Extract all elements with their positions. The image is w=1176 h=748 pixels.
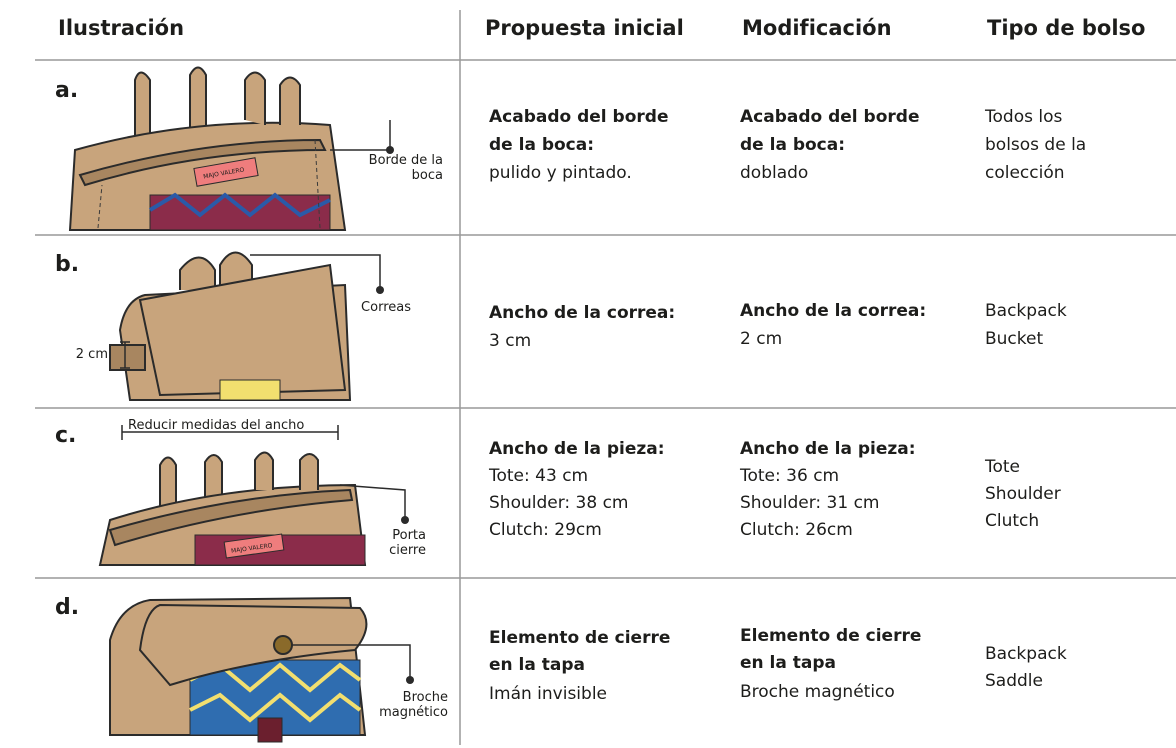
illustration-shape	[257, 717, 283, 743]
illustration-shape	[108, 488, 354, 547]
illustration-shape	[330, 120, 391, 151]
illustration-shape	[148, 192, 331, 218]
cell-text: 3 cm	[489, 331, 532, 351]
illustration-shape	[292, 644, 411, 680]
cell-text: Shoulder: 31 cm	[740, 493, 880, 513]
illustration-shape	[78, 138, 327, 187]
cell-text: Tote: 36 cm	[740, 466, 840, 486]
cell-text: Tote: 43 cm	[489, 466, 589, 486]
label-line: Broche	[402, 690, 448, 705]
cell-title: Acabado del borde	[740, 107, 920, 127]
illustration-shape	[193, 157, 259, 187]
type-text: Shoulder	[985, 484, 1061, 504]
header: Tipo de bolso	[987, 16, 1146, 40]
cell-text: Imán invisible	[489, 684, 608, 704]
type-text: Backpack	[985, 301, 1067, 321]
type-text: Backpack	[985, 644, 1067, 664]
type-text: bolsos de la	[985, 135, 1087, 155]
cell-title: Acabado del borde	[489, 107, 669, 127]
illustration-shape	[339, 484, 406, 520]
label-line: Porta	[392, 528, 426, 543]
illustration-shape	[376, 286, 384, 294]
header: Ilustración	[58, 16, 185, 40]
label-line: boca	[411, 168, 443, 183]
cell-text: Clutch: 26cm	[740, 520, 853, 540]
label-line: cierre	[389, 543, 426, 558]
type-text: Tote	[985, 457, 1021, 477]
cell-title: Ancho de la correa:	[740, 301, 927, 321]
type-text: Bucket	[985, 329, 1044, 349]
cell-text: Shoulder: 38 cm	[489, 493, 629, 513]
header: Modificación	[742, 16, 892, 40]
illustration-shape	[250, 254, 381, 290]
cell-title: Elemento de cierre	[740, 626, 922, 646]
illustration-shape	[121, 425, 339, 440]
illustration-shape	[97, 139, 321, 229]
cell-text: pulido y pintado.	[489, 163, 632, 183]
illustration-shape	[273, 635, 293, 655]
illustration-shape	[179, 251, 253, 290]
cell-text: 2 cm	[740, 329, 783, 349]
label-line: Borde de la	[368, 153, 443, 168]
row-letter: b.	[55, 252, 80, 277]
type-text: Todos los	[985, 107, 1063, 127]
illustration-shape	[120, 341, 130, 369]
cell-title: Ancho de la pieza:	[740, 439, 916, 459]
cell-title: de la boca:	[740, 135, 846, 155]
type-text: Clutch	[985, 511, 1040, 531]
cell-text: Broche magnético	[740, 682, 895, 702]
type-text: Saddle	[985, 671, 1043, 691]
illustration-shape	[138, 603, 368, 687]
cell-title: Ancho de la pieza:	[489, 439, 665, 459]
cell-text: doblado	[740, 163, 809, 183]
cell-text: Clutch: 29cm	[489, 520, 602, 540]
illustration-label: Borde de la boca	[369, 153, 443, 183]
cell-title: en la tapa	[740, 653, 837, 673]
cell-title: Ancho de la correa:	[489, 303, 676, 323]
illustration-shape	[109, 344, 146, 371]
illustration-shape	[138, 263, 347, 397]
cell-title: Elemento de cierre	[489, 628, 671, 648]
label-line: magnético	[379, 705, 448, 720]
illustration-label: Reducir medidas del ancho	[128, 418, 305, 433]
illustration-shape	[401, 516, 409, 524]
cell-title: de la boca:	[489, 135, 595, 155]
type-text: colección	[985, 163, 1065, 183]
row-letter: a.	[55, 78, 79, 103]
cell-title: en la tapa	[489, 655, 586, 675]
illustration-shape	[254, 451, 319, 490]
illustration-label: Broche magnético	[379, 690, 448, 720]
illustration-shape	[219, 379, 281, 401]
illustration-shape	[406, 676, 414, 684]
illustration-label: Correas	[361, 300, 411, 315]
header: Propuesta inicial	[485, 16, 684, 40]
illustration-shape	[223, 533, 285, 559]
illustration-label: 2 cm	[75, 347, 108, 362]
row-letter: c.	[55, 423, 77, 448]
illustration-shape	[244, 71, 301, 125]
row-letter: d.	[55, 595, 80, 620]
illustration-label: Porta cierre	[389, 528, 426, 558]
